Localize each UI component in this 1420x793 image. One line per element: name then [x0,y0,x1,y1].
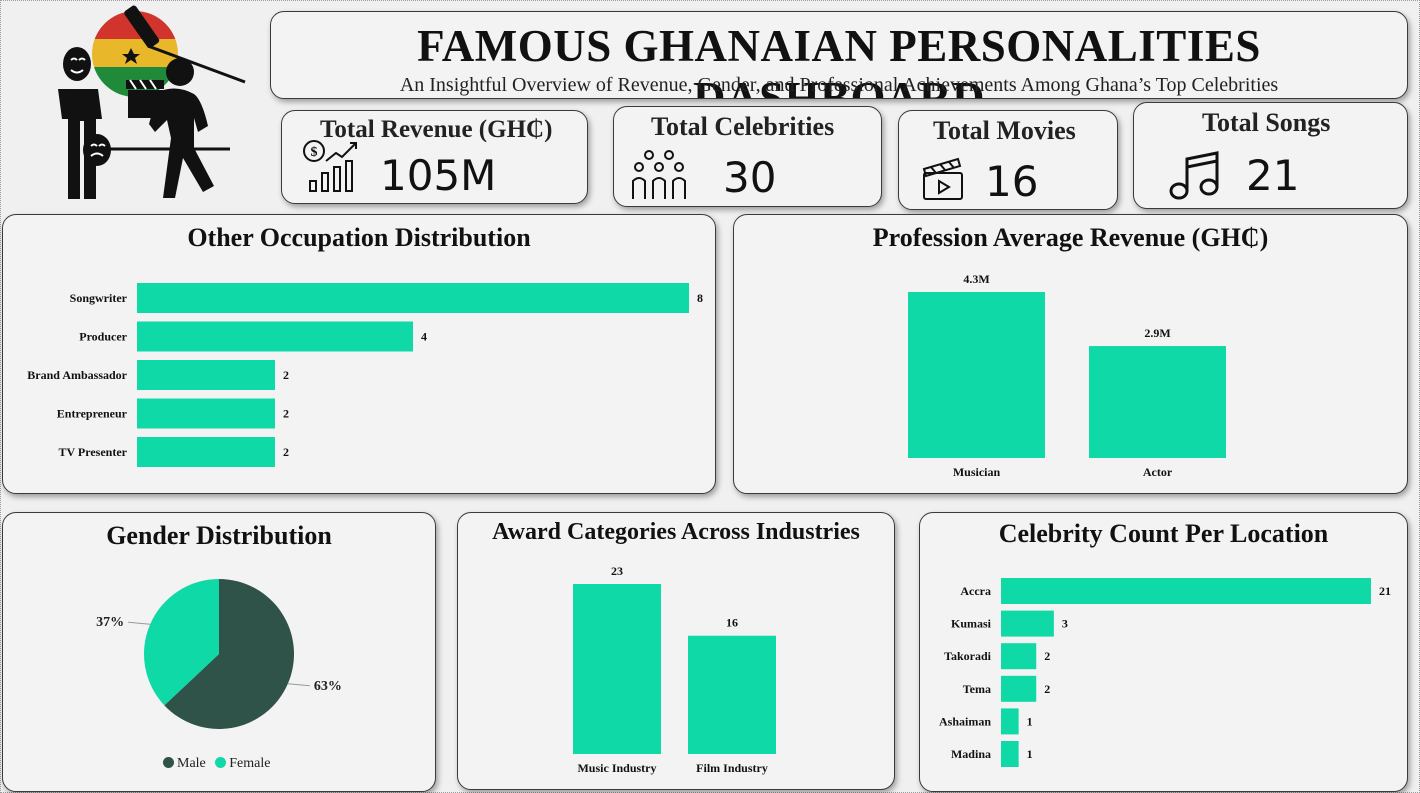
leader-line-female [128,621,151,625]
dashboard-subtitle: An Insightful Overview of Revenue, Gende… [399,74,1279,96]
awards-chart: 23 Music Industry 16 Film Industry [573,564,776,775]
category-label-entrepreneur: Entrepreneur [57,407,128,421]
kpi-celebrities-label: Total Celebrities [651,112,835,141]
data-label-kumasi: 3 [1062,617,1068,631]
location-chart: Accra 21 Kumasi 3 Takoradi 2 Tema 2 Ashaiman 1 Mad… [939,578,1391,767]
profession-revenue-panel: Profession Average Revenue (GH₵) 4.3M Mus… [733,214,1408,494]
occupation-panel: Other Occupation Distribution Songwriter… [2,214,716,494]
bar-accra [1001,578,1371,604]
bar-tv-presenter [137,437,275,467]
kpi-movies-label: Total Movies [933,116,1076,145]
gender-panel: Gender Distribution 63% 37% Male Female [2,512,436,792]
bar-entrepreneur [137,398,275,429]
bar-madina [1001,741,1019,767]
data-label-actor: 2.9M [1144,326,1170,340]
category-label-musician: Musician [953,465,1001,479]
data-label-producer: 4 [421,330,427,344]
data-label-madina: 1 [1027,747,1033,761]
data-label-musician: 4.3M [963,272,989,286]
revenue-growth-icon: $ [300,139,362,200]
bar-music-industry [573,584,661,754]
gender-legend: Male Female [163,756,270,772]
category-label-producer: Producer [79,330,127,344]
profession-revenue-title: Profession Average Revenue (GH₵) [872,223,1269,252]
kpi-movies-value: 16 [985,157,1039,206]
kpi-revenue-value: 105M [380,151,497,200]
category-label-madina: Madina [951,747,991,761]
data-label-takoradi: 2 [1044,649,1050,663]
legend-male-label: Male [177,756,206,771]
category-label-ashaiman: Ashaiman [939,714,991,728]
data-label-entrepreneur: 2 [283,407,289,421]
occupation-chart: Songwriter 8 Producer 4 Brand Ambassador 2 Ent… [27,283,703,467]
clapperboard-icon [921,155,967,208]
awards-title: Award Categories Across Industries [492,519,860,545]
legend-female-label: Female [229,756,271,771]
kpi-songs-value: 21 [1246,151,1300,200]
people-group-icon [631,147,687,206]
data-label-tv-presenter: 2 [283,445,289,459]
svg-text:$: $ [311,145,318,160]
kpi-celebrities-value: 30 [723,153,777,202]
bar-tema [1001,675,1037,702]
category-label-brand-ambassador: Brand Ambassador [27,368,127,382]
category-label-tv-presenter: TV Presenter [58,445,127,459]
leader-line-male [287,683,310,687]
data-label-brand-ambassador: 2 [283,368,289,382]
header-panel: FAMOUS GHANAIAN PERSONALITIES DASHBOARD … [270,11,1408,99]
category-label-music-industry: Music Industry [577,761,656,775]
category-label-accra: Accra [960,584,991,598]
data-label-songwriter: 8 [697,291,703,305]
kpi-revenue-label: Total Revenue (GH₵) [320,116,553,143]
pie-slice-male [164,579,294,729]
category-label-actor: Actor [1143,465,1173,479]
location-title: Celebrity Count Per Location [998,519,1329,548]
data-label-film-industry: 16 [726,616,738,630]
legend-female-dot [215,757,227,768]
category-label-film-industry: Film Industry [696,761,768,775]
kpi-card-songs: Total Songs 21 [1133,102,1408,209]
awards-panel: Award Categories Across Industries 23 Mus… [457,512,895,790]
profession-revenue-chart: 4.3M Musician 2.9M Actor [908,272,1226,479]
data-label-music-industry: 23 [611,564,623,578]
bar-producer [137,321,413,352]
pie-label-male: 63% [314,679,342,694]
data-label-ashaiman: 1 [1027,714,1033,728]
kpi-card-movies: Total Movies 16 [898,110,1118,210]
kpi-card-revenue: Total Revenue (GH₵) $ 105M [281,110,588,204]
bar-film-industry [688,635,776,754]
gender-title: Gender Distribution [106,521,332,550]
data-label-tema: 2 [1044,682,1050,696]
occupation-title: Other Occupation Distribution [187,223,531,252]
music-note-icon [1167,149,1223,206]
gender-chart: 63% 37% [96,579,342,729]
location-panel: Celebrity Count Per Location Accra 21 Kuma… [919,512,1408,792]
pie-label-female: 37% [96,615,124,630]
category-label-takoradi: Takoradi [944,649,992,663]
category-label-songwriter: Songwriter [70,291,128,305]
bar-takoradi [1001,643,1037,670]
bar-songwriter [137,283,689,313]
bar-brand-ambassador [137,360,275,390]
bar-actor [1089,346,1226,458]
kpi-card-celebrities: Total Celebrities 30 [613,106,882,207]
legend-male-dot [163,757,174,768]
dashboard-title: FAMOUS GHANAIAN PERSONALITIES DASHBOARD [417,21,1261,99]
kpi-songs-label: Total Songs [1202,108,1331,137]
pie-slice-female [143,579,219,706]
bar-kumasi [1001,610,1054,637]
bar-ashaiman [1001,708,1019,735]
bar-musician [908,292,1045,458]
data-label-accra: 21 [1379,584,1391,598]
category-label-kumasi: Kumasi [951,617,992,631]
logo [40,4,255,204]
category-label-tema: Tema [963,682,991,696]
